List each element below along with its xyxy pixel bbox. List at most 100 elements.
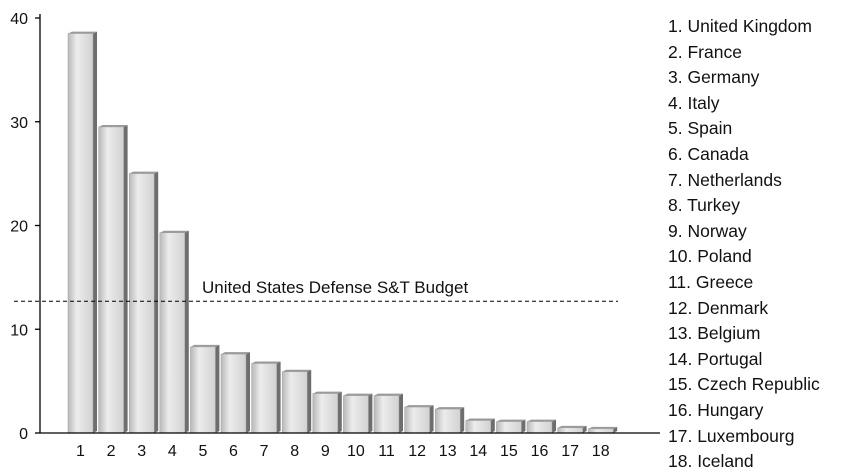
legend-item: 2. France xyxy=(668,41,742,62)
bar-top xyxy=(557,425,587,428)
bar-side xyxy=(521,419,526,433)
bar-top xyxy=(190,344,220,347)
bar-side xyxy=(399,393,403,433)
x-tick-label: 12 xyxy=(408,443,426,460)
bar-top xyxy=(159,230,189,233)
x-tick-label: 17 xyxy=(561,443,579,460)
legend-item: 3. Germany xyxy=(668,67,760,88)
legend-item: 14. Portugal xyxy=(668,348,763,369)
y-tick-label: 40 xyxy=(10,11,28,28)
bar xyxy=(159,230,189,434)
bar xyxy=(434,407,465,434)
bar-front xyxy=(67,33,94,434)
legend-item: 11. Greece xyxy=(668,271,754,292)
bar-top xyxy=(465,418,495,421)
bar-side xyxy=(582,425,587,433)
bar xyxy=(373,393,403,434)
x-tick-label: 10 xyxy=(347,443,365,460)
bar xyxy=(465,418,495,434)
x-tick-label: 2 xyxy=(107,443,116,460)
bar xyxy=(587,426,618,434)
reference-line-label: United States Defense S&T Budget xyxy=(202,278,468,297)
x-tick-label: 7 xyxy=(260,443,269,460)
bar-front xyxy=(465,420,492,434)
bar-top xyxy=(588,426,618,429)
bar-side xyxy=(552,419,556,433)
bar-top xyxy=(251,361,281,364)
bar-side xyxy=(307,369,312,433)
bar-top xyxy=(129,171,159,174)
legend-item: 7. Netherlands xyxy=(668,169,782,190)
bar-side xyxy=(368,393,373,433)
bar-top xyxy=(404,405,434,408)
bar-top xyxy=(68,31,97,34)
legend-item: 10. Poland xyxy=(668,246,752,267)
legend-item: 8. Turkey xyxy=(668,195,740,216)
legend-item: 12. Denmark xyxy=(668,297,769,318)
legend-item: 17. Luxembourg xyxy=(668,425,795,446)
bar-top xyxy=(98,124,128,127)
bar-top xyxy=(343,393,373,396)
x-tick-label: 6 xyxy=(229,443,238,460)
bar-top xyxy=(221,352,250,355)
bar-front xyxy=(98,126,124,434)
bar-front xyxy=(190,346,216,434)
bar-side xyxy=(337,391,342,433)
bar-side xyxy=(93,31,97,433)
bar xyxy=(312,391,342,434)
legend-item: 15. Czech Republic xyxy=(668,374,820,395)
bar xyxy=(220,352,250,434)
bar-side xyxy=(276,361,281,433)
bar-front xyxy=(220,353,247,434)
legend-item: 9. Norway xyxy=(668,220,747,241)
x-tick-label: 1 xyxy=(76,443,85,460)
bar-chart: 0 10 20 30 40 United States Defense S&T Budg… xyxy=(10,11,660,460)
bar xyxy=(496,419,526,434)
x-tick-label: 8 xyxy=(290,443,299,460)
legend: 1. United Kingdom 2. France 3. Germany 4. I… xyxy=(668,14,820,475)
x-tick-label: 16 xyxy=(531,443,549,460)
bar-front xyxy=(281,371,308,434)
bar xyxy=(343,393,373,434)
bar-front xyxy=(312,393,339,434)
bar-front xyxy=(159,232,186,434)
bar xyxy=(557,425,587,434)
bar-side xyxy=(184,230,189,433)
bar xyxy=(281,369,312,434)
x-tick-label: 5 xyxy=(198,443,207,460)
bar-side xyxy=(460,407,465,433)
legend-item: 16. Hungary xyxy=(668,399,764,420)
bar-front xyxy=(557,427,583,434)
y-tick-label: 10 xyxy=(10,322,28,339)
legend-item: 6. Canada xyxy=(668,143,749,164)
legend-item: 4. Italy xyxy=(668,92,720,113)
x-axis: 1 2 3 4 5 6 7 8 9 10 11 12 13 14 15 16 17 18 xyxy=(40,432,660,460)
x-tick-label: 4 xyxy=(168,443,177,460)
bar-top xyxy=(496,419,526,422)
bar-front xyxy=(434,408,461,434)
x-tick-label: 11 xyxy=(378,443,395,460)
bar xyxy=(404,405,434,434)
bar xyxy=(190,344,220,434)
bar-side xyxy=(154,171,159,433)
bar xyxy=(526,419,556,434)
legend-item: 5. Spain xyxy=(668,118,733,139)
y-axis: 0 10 20 30 40 xyxy=(10,11,41,443)
bar-front xyxy=(251,363,277,434)
bar xyxy=(67,31,97,434)
bar xyxy=(251,361,281,434)
legend-item: 1. United Kingdom xyxy=(668,16,812,36)
bar-side xyxy=(246,352,250,433)
reference-line-group: United States Defense S&T Budget xyxy=(14,278,618,302)
x-tick-label: 9 xyxy=(321,443,330,460)
bar-side xyxy=(490,418,495,433)
y-tick-label: 0 xyxy=(19,426,28,443)
x-tick-label: 3 xyxy=(137,443,146,460)
bar-side xyxy=(123,124,128,433)
bar-front xyxy=(496,421,522,434)
bar xyxy=(98,124,128,434)
x-tick-label: 13 xyxy=(439,443,457,460)
y-tick-label: 20 xyxy=(10,219,28,236)
bar-front xyxy=(343,395,369,434)
bar-front xyxy=(526,421,553,434)
